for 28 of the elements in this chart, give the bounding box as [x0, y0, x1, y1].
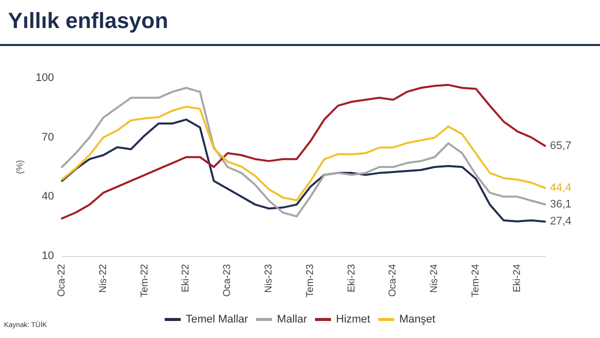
x-tick-label: Nis-22 — [98, 264, 109, 293]
data-label: 36,1 — [550, 198, 572, 210]
x-tick-label: Tem-23 — [304, 264, 316, 298]
data-label: 44,4 — [550, 182, 572, 194]
line-series — [61, 118, 546, 223]
line-series — [61, 106, 546, 202]
chart-title: Yıllık enflasyon — [8, 8, 168, 34]
data-label: 65,7 — [550, 140, 572, 152]
data-label: 27,4 — [550, 216, 572, 228]
legend-label: Mallar — [277, 314, 308, 326]
y-tick-label: 100 — [36, 72, 54, 84]
x-tick-label: Eki-23 — [346, 264, 358, 292]
y-axis-title: (%) — [14, 160, 24, 174]
x-tick-label: Eki-24 — [512, 264, 523, 292]
legend-label: Hizmet — [336, 314, 370, 326]
x-tick-label: Tem-22 — [139, 264, 150, 298]
x-tick-label: Nis-24 — [429, 264, 440, 293]
y-tick-label: 70 — [42, 131, 54, 144]
x-tick-label: Oca-23 — [222, 264, 234, 297]
y-tick-label: 40 — [42, 190, 54, 203]
x-tick-label: Nis-23 — [264, 264, 274, 293]
x-tick-label: Tem-24 — [470, 264, 482, 298]
x-tick-label: Oca-24 — [388, 264, 399, 297]
y-tick-label: 10 — [42, 250, 54, 262]
x-tick-label: Oca-22 — [56, 264, 68, 297]
legend-label: Manşet — [399, 314, 436, 326]
legend-label: Temel Mallar — [186, 314, 248, 326]
x-tick-label: Eki-22 — [180, 264, 192, 292]
